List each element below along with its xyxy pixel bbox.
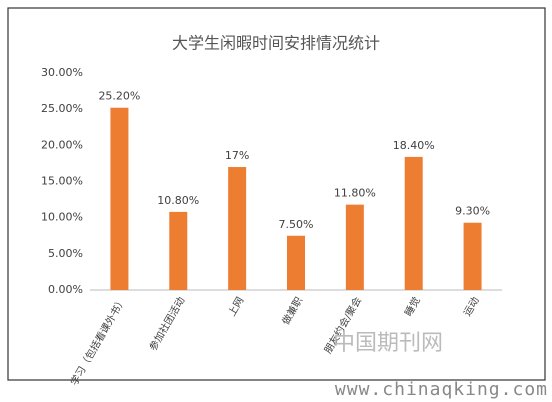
watermark: 中国期刊网 — [333, 331, 443, 356]
y-tick-label: 30.00% — [41, 66, 83, 79]
value-label: 9.30% — [455, 205, 490, 218]
chart-title: 大学生闲暇时间安排情况统计 — [172, 34, 380, 53]
y-tick-label: 15.00% — [41, 175, 83, 188]
bar — [228, 167, 247, 290]
bar — [169, 211, 188, 290]
y-tick-label: 10.00% — [41, 211, 83, 224]
value-label: 17% — [225, 149, 249, 162]
bar — [345, 204, 364, 290]
value-label: 11.80% — [334, 187, 376, 200]
bar — [110, 107, 129, 290]
value-label: 25.20% — [98, 90, 140, 103]
chart-border — [7, 7, 546, 381]
bar — [404, 156, 423, 290]
y-tick-label: 0.00% — [48, 283, 83, 296]
y-tick-label: 20.00% — [41, 138, 83, 151]
y-tick-label: 25.00% — [41, 102, 83, 115]
value-label: 10.80% — [157, 194, 199, 207]
bar — [287, 235, 305, 290]
value-label: 18.40% — [393, 139, 435, 152]
value-label: 7.50% — [279, 218, 314, 231]
watermark: www.chinaqking.com — [335, 379, 548, 400]
bar — [463, 222, 482, 290]
y-tick-label: 5.00% — [48, 247, 83, 260]
